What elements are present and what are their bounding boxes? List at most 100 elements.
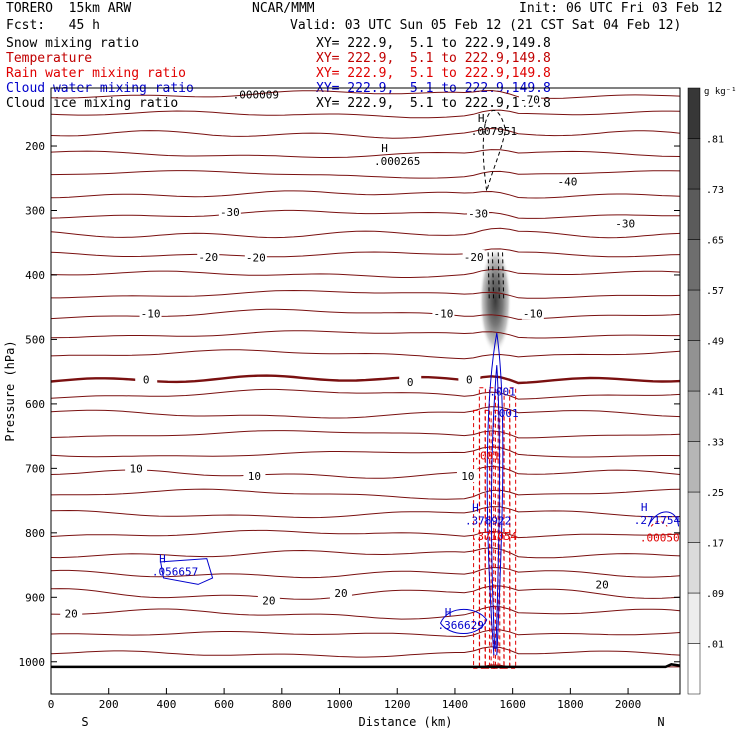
- x-axis-label: Distance (km): [359, 715, 453, 729]
- rain-contour: [509, 387, 517, 669]
- isotherm-line: [51, 289, 681, 299]
- isotherm-label: -10: [141, 308, 161, 321]
- isotherm-line: [50, 430, 681, 439]
- isotherm-label: -30: [615, 217, 635, 230]
- rain-contours: [473, 387, 668, 669]
- cloud-ice-contour: [491, 252, 495, 301]
- cloud-water-contour: [486, 332, 504, 656]
- isotherm-line: [50, 605, 681, 620]
- cloud-water-contour: [160, 558, 214, 585]
- max-value-label: .001: [473, 449, 500, 462]
- colorbar-swatch: [687, 239, 701, 291]
- isotherm-line: [50, 149, 681, 158]
- colorbar-tick-label: .41: [706, 387, 724, 398]
- max-value-label: .371054: [471, 530, 518, 543]
- isotherm-line: [50, 268, 681, 278]
- isotherm-label: 20: [65, 607, 78, 620]
- isotherm-line: [50, 566, 681, 579]
- isotherm-label-bg: [139, 306, 162, 320]
- max-marker: H: [381, 142, 388, 155]
- isotherm-line: [50, 446, 681, 458]
- x-tick-label: 2000: [615, 698, 642, 711]
- cloud-ice-contour: [482, 109, 506, 192]
- isotherm-label-bg: [467, 206, 490, 220]
- y-tick-label: 300: [25, 204, 45, 217]
- y-tick-label: 600: [25, 398, 45, 411]
- colorbar-tick-label: .57: [706, 286, 724, 297]
- isotherm-line: [50, 209, 680, 219]
- isotherm-label: -20: [198, 251, 218, 264]
- endpoint-north: N: [657, 715, 664, 729]
- cloud-water-contour: [647, 511, 680, 527]
- max-value-label: .000265: [374, 155, 420, 168]
- y-tick-label: 800: [25, 527, 45, 540]
- isotherm-label: -20: [246, 252, 266, 265]
- rain-contour: [488, 387, 496, 669]
- colorbar-swatch: [687, 390, 701, 442]
- isotherm-label-bg: [614, 216, 637, 230]
- colorbar-swatch: [687, 138, 701, 190]
- isotherm-label: 10: [461, 470, 474, 483]
- colorbar-unit: g kg⁻¹: [704, 87, 737, 97]
- isotherm-label-bg: [125, 461, 148, 475]
- max-value-label: .000009: [233, 88, 279, 101]
- colorbar-swatch: [687, 340, 701, 392]
- colorbar-tick-label: .33: [706, 438, 724, 449]
- y-tick-label: 900: [25, 591, 45, 604]
- cloud-water-contour: [439, 609, 488, 634]
- isotherm-line: [50, 646, 681, 658]
- isotherm-label-bg: [243, 469, 266, 483]
- isotherm-line: [50, 89, 681, 99]
- isotherm-line: [50, 330, 680, 339]
- colorbar-tick-label: .65: [706, 236, 724, 247]
- isotherm-line: [50, 227, 681, 239]
- colorbar-tick-label: .49: [706, 337, 724, 348]
- y-tick-label: 700: [25, 462, 45, 475]
- field-name-snow: Snow mixing ratio: [6, 36, 140, 51]
- colorbar-swatch: [687, 491, 701, 543]
- isotherm-label: -20: [464, 251, 484, 264]
- max-value-label: .376922: [465, 515, 511, 528]
- field-xy-snow: XY= 222.9, 5.1 to 222.9,149.8: [316, 36, 551, 51]
- max-value-label: .366629: [438, 619, 484, 632]
- ground-line: [51, 663, 681, 669]
- isotherm-label: -30: [220, 206, 240, 219]
- isotherm-label: -30: [468, 208, 488, 221]
- colorbar-tick-label: .01: [706, 640, 724, 651]
- x-tick-label: 1600: [499, 698, 526, 711]
- x-tick-label: 1400: [442, 698, 469, 711]
- isotherm-line: [50, 388, 681, 400]
- isotherm-line: [50, 170, 681, 179]
- max-value-label: .001: [489, 386, 516, 399]
- field-name-temperature: Temperature: [6, 51, 93, 66]
- init-time: Init: 06 UTC Fri 03 Feb 12: [519, 1, 723, 16]
- isotherm-label: -10: [433, 308, 453, 321]
- field-name-cloud-ice: Cloud ice mixing ratio: [6, 96, 179, 111]
- isotherm-label-bg: [456, 469, 479, 483]
- isotherm-label: 20: [262, 595, 275, 608]
- isotherm-label-bg: [521, 306, 544, 320]
- cloud-ice-contour: [487, 252, 490, 301]
- isotherm-label: 10: [248, 470, 261, 483]
- cloud-ice-contours: [482, 109, 506, 301]
- x-tick-label: 0: [48, 698, 55, 711]
- field-xy-cloud-ice: XY= 222.9, 5.1 to 222.9,149.8: [316, 96, 551, 111]
- max-marker: H: [478, 112, 485, 125]
- isotherm-label-bg: [556, 174, 579, 188]
- x-tick-label: 1200: [384, 698, 411, 711]
- isotherm-label: 10: [129, 462, 142, 475]
- y-axis-label: Pressure (hPa): [3, 340, 17, 441]
- max-value-label: .271754: [634, 514, 681, 527]
- colorbar-swatch: [687, 87, 701, 139]
- plot-frame: [50, 87, 681, 695]
- isotherm-line: [50, 585, 681, 600]
- x-tick-label: 200: [99, 698, 119, 711]
- isotherm-label: -40: [558, 175, 578, 188]
- cloud-ice-contour: [497, 252, 500, 301]
- max-marker: H: [641, 501, 648, 514]
- rain-contour: [478, 387, 486, 669]
- org-label: NCAR/MMM: [252, 1, 315, 16]
- isotherm-label-bg: [458, 372, 481, 386]
- cloud-water-contours: [160, 332, 680, 656]
